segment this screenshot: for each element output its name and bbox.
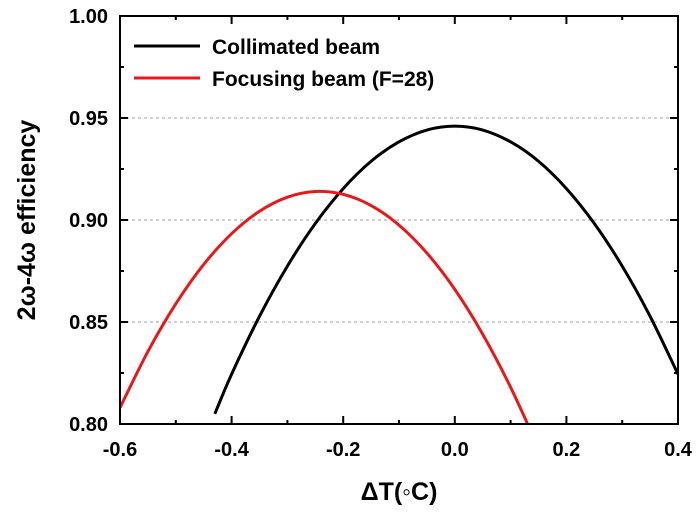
y-axis-title: 2ω-4ω efficiency — [13, 120, 41, 321]
series-line-focusing — [120, 189, 530, 424]
series-lines — [120, 124, 678, 424]
axis-ticks — [119, 15, 679, 425]
y-tick-label: 0.85 — [69, 312, 108, 334]
x-tick-label: -0.6 — [103, 439, 137, 461]
y-tick-label: 0.90 — [69, 210, 108, 232]
y-tick-label: 0.80 — [69, 414, 108, 436]
x-tick-label: -0.2 — [326, 439, 360, 461]
series-line-collimated — [213, 124, 678, 415]
x-tick-label: -0.4 — [214, 439, 249, 461]
grid — [120, 117, 678, 323]
y-tick-label: 0.95 — [69, 108, 108, 130]
x-tick-label: 0.4 — [664, 439, 693, 461]
legend-label: Focusing beam (F=28) — [212, 68, 434, 91]
legend: Collimated beam Focusing beam (F=28) — [134, 36, 434, 91]
x-tick-label: 0.0 — [441, 439, 469, 461]
x-tick-label: 0.2 — [552, 439, 580, 461]
legend-label: Collimated beam — [212, 36, 380, 59]
x-axis-title: ΔT(◦C) — [361, 478, 438, 506]
x-tick-labels: -0.6 -0.4 -0.2 0.0 0.2 0.4 — [103, 439, 693, 461]
y-tick-label: 1.00 — [69, 6, 108, 28]
y-tick-labels: 0.80 0.85 0.90 0.95 1.00 — [69, 6, 108, 436]
